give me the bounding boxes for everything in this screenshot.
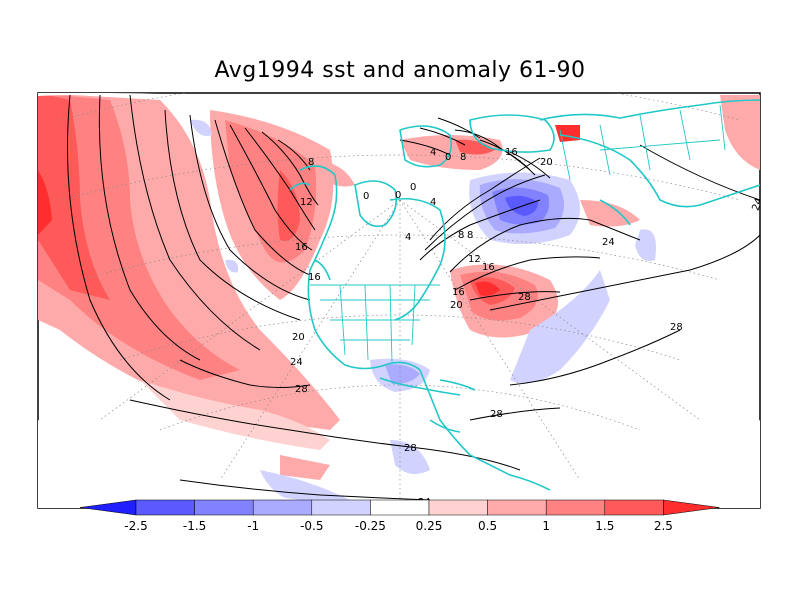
- colorbar-tick-label: 1.5: [595, 519, 615, 533]
- contour-label: 16: [452, 287, 465, 298]
- sst-contours: [67, 94, 760, 501]
- colorbar-tick-label: -0.5: [300, 519, 324, 533]
- contour-label: 28: [518, 292, 531, 303]
- contour-label: 8: [467, 230, 473, 241]
- contour-label: 20: [540, 157, 553, 168]
- contour-label: 0: [410, 182, 416, 193]
- colorbar-box: [135, 499, 195, 516]
- contour-label: 8: [460, 152, 466, 163]
- colorbar-tick-label: -1: [247, 519, 260, 533]
- contour-label: 8: [458, 230, 464, 241]
- colorbar-tick-label: -2.5: [124, 519, 148, 533]
- colorbar-box: [428, 499, 488, 516]
- colorbar-tick-label: -0.25: [354, 519, 386, 533]
- colorbar-box: [370, 499, 430, 516]
- contour-label: 16: [308, 272, 321, 283]
- contour-label: 24: [602, 237, 615, 248]
- contour-labels: 8 4 0 0 0 4 12 16 16 20 24 28 16 20 8 4 …: [290, 147, 765, 508]
- colorbar-tick-label: 2.5: [653, 519, 673, 533]
- contour-label: 28: [490, 409, 503, 420]
- contour-label: 4: [405, 232, 411, 243]
- colorbar-box: [487, 499, 547, 516]
- colorbar-box: [604, 499, 664, 516]
- colorbar-right-arrow: [663, 499, 720, 516]
- contour-label: 24: [290, 357, 303, 368]
- contour-label: 16: [482, 262, 495, 273]
- contour-label: 16: [505, 147, 518, 158]
- contour-label: 20: [292, 332, 305, 343]
- contour-label: 28: [670, 322, 683, 333]
- contour-label: 28: [295, 384, 308, 395]
- contour-label: 12: [300, 197, 313, 208]
- contour-label: 28: [404, 443, 417, 454]
- coastlines: [289, 99, 760, 491]
- contour-label: 8: [308, 157, 314, 168]
- contour-label: 0: [363, 191, 369, 202]
- colorbar-box: [252, 499, 313, 516]
- colorbar-box: [545, 499, 606, 516]
- contour-label: 4: [430, 197, 436, 208]
- contour-label: 16: [295, 242, 308, 253]
- contour-label: 20: [450, 300, 463, 311]
- map-title: Avg1994 sst and anomaly 61-90: [214, 58, 586, 83]
- colorbar-tick-label: 0.25: [415, 519, 443, 533]
- colorbar-tick-label: 0.5: [478, 519, 498, 533]
- contour-label: 0: [395, 190, 401, 201]
- projection-outside: [38, 93, 160, 96]
- political-boundaries: [310, 104, 726, 363]
- colorbar-tick-label: -1.5: [182, 519, 207, 533]
- graticule: [59, 93, 741, 500]
- colorbar-box: [311, 499, 371, 516]
- colorbar-tick-label: 1: [542, 519, 551, 533]
- contour-label: 24: [750, 197, 765, 213]
- positive-anomaly-fills: [38, 93, 760, 480]
- colorbar-box: [194, 499, 254, 516]
- colorbar: [79, 499, 720, 516]
- contour-label: 12: [468, 254, 481, 265]
- contour-label: 0: [445, 152, 451, 163]
- contour-label: 4: [430, 147, 436, 158]
